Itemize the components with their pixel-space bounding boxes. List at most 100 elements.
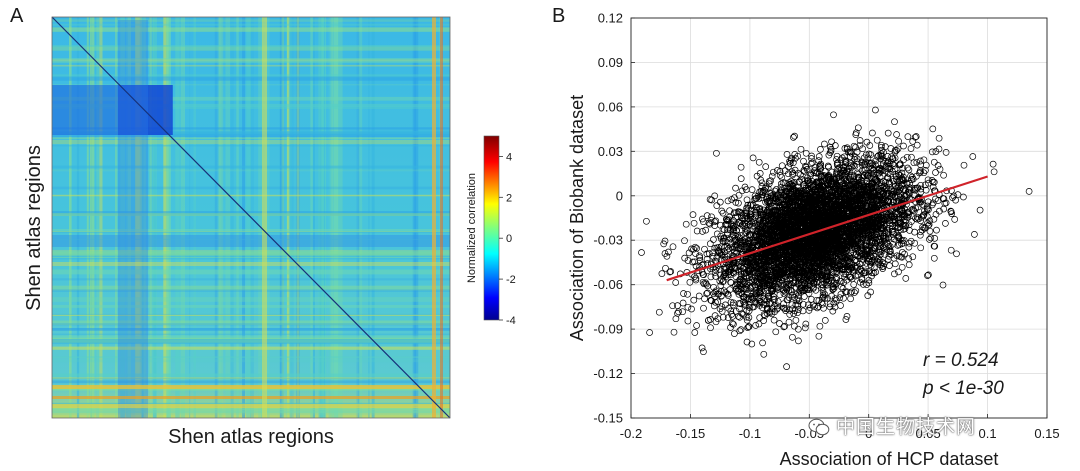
heatmap-row-band bbox=[52, 134, 450, 137]
scatter-points bbox=[638, 106, 1033, 370]
heatmap-row-band bbox=[52, 402, 450, 405]
heatmap-row-band bbox=[52, 139, 450, 145]
heatmap-column-band bbox=[432, 17, 436, 418]
heatmap-row-band bbox=[52, 74, 450, 78]
heatmap-column-band bbox=[287, 17, 290, 418]
heatmap-row-band bbox=[52, 404, 450, 408]
heatmap-row-band bbox=[52, 285, 450, 291]
colorbar: 4 2 0 -2 -4 Normalized correlation bbox=[466, 135, 516, 327]
heatmap-column-band bbox=[193, 17, 196, 418]
heatmap-row-band bbox=[52, 356, 450, 359]
heatmap-column-band bbox=[149, 17, 152, 418]
colorbar-tick-label: 2 bbox=[506, 192, 512, 204]
heatmap-column-band bbox=[214, 17, 218, 418]
heatmap-row-band bbox=[52, 373, 450, 377]
heatmap-row-band bbox=[52, 76, 450, 81]
colorbar-ticks: 4 2 0 -2 -4 bbox=[499, 151, 516, 327]
heatmap-column-band bbox=[141, 17, 144, 418]
heatmap-column-band bbox=[189, 17, 191, 418]
panel-a-label: A bbox=[10, 5, 24, 27]
heatmap-row-band bbox=[52, 278, 450, 281]
y-tick-label: -0.03 bbox=[593, 233, 623, 248]
heatmap-row-band bbox=[52, 195, 450, 197]
panel-b-label: B bbox=[552, 5, 565, 27]
heatmap-row-band bbox=[52, 96, 450, 101]
heatmap-row-band bbox=[52, 127, 450, 129]
heatmap-row-band bbox=[52, 64, 450, 67]
heatmap-row-band bbox=[52, 289, 450, 292]
heatmap-row-band bbox=[52, 313, 450, 316]
heatmap-row-band bbox=[52, 328, 450, 331]
heatmap-row-band bbox=[52, 396, 450, 399]
heatmap-column-band bbox=[296, 17, 300, 418]
x-tick-label: -0.2 bbox=[620, 426, 642, 441]
heatmap-row-band bbox=[52, 333, 450, 336]
heatmap-column-band bbox=[163, 17, 166, 418]
heatmap-row-band bbox=[52, 46, 450, 51]
heatmap-column-band bbox=[115, 17, 118, 418]
heatmap-column-band bbox=[287, 17, 292, 418]
heatmap-row-band bbox=[52, 323, 450, 326]
heatmap-column-band bbox=[358, 17, 360, 418]
heatmap-column-band bbox=[135, 17, 140, 418]
scatter-xlabel: Association of HCP dataset bbox=[780, 449, 999, 469]
colorbar-tick-label: -4 bbox=[506, 315, 516, 327]
heatmap-row-band bbox=[52, 262, 450, 266]
scatter-plot: -0.2 -0.15 -0.1 -0.05 0 0.05 0.1 0.150.120.090.… bbox=[593, 11, 1059, 442]
heatmap-row-band bbox=[52, 249, 450, 252]
y-tick-label: 0.12 bbox=[598, 11, 623, 26]
heatmap-row-band bbox=[52, 186, 450, 190]
heatmap-column-band bbox=[333, 17, 339, 418]
wechat-icon bbox=[808, 418, 830, 436]
y-tick-label: -0.12 bbox=[593, 366, 623, 381]
heatmap-row-band bbox=[52, 346, 450, 350]
heatmap-row-band bbox=[52, 59, 450, 62]
heatmap-column-band bbox=[281, 17, 284, 418]
heatmap-column-band bbox=[166, 17, 171, 418]
y-tick-label: 0.06 bbox=[598, 99, 623, 114]
heatmap-column-band bbox=[337, 17, 343, 418]
colorbar-gradient bbox=[483, 135, 500, 321]
heatmap-column-band bbox=[127, 17, 131, 418]
heatmap-row-band bbox=[52, 235, 450, 247]
watermark-text: 中国生物技术网 bbox=[836, 416, 977, 438]
heatmap-column-band bbox=[96, 17, 100, 418]
heatmap-row-band bbox=[52, 19, 450, 22]
heatmap-column-band bbox=[236, 17, 239, 418]
heatmap-column-band bbox=[99, 17, 103, 418]
heatmap-row-band bbox=[52, 229, 450, 232]
heatmap-column-band bbox=[139, 17, 142, 418]
annotation-r: r = 0.524 bbox=[923, 350, 999, 371]
heatmap-column-band bbox=[414, 17, 419, 418]
heatmap-column-band bbox=[120, 17, 125, 418]
heatmap-column-band bbox=[322, 17, 327, 418]
heatmap-row-band bbox=[52, 231, 450, 233]
heatmap-row-band bbox=[52, 238, 450, 240]
heatmap-column-band bbox=[218, 17, 222, 418]
heatmap-row-band bbox=[52, 411, 450, 415]
heatmap-row-band bbox=[52, 84, 450, 86]
heatmap-column-band bbox=[118, 20, 148, 418]
heatmap-row-band bbox=[52, 377, 450, 380]
heatmap-column-band bbox=[440, 17, 443, 418]
scatter-point-markers bbox=[638, 106, 1033, 370]
heatmap-column-band bbox=[246, 17, 251, 418]
heatmap-column-band bbox=[262, 17, 267, 418]
heatmap-row-band bbox=[52, 213, 450, 216]
heatmap-row-band bbox=[52, 165, 450, 169]
heatmap-column-band bbox=[279, 17, 284, 418]
heatmap-row-band bbox=[52, 231, 450, 233]
heatmap-row-band bbox=[52, 137, 450, 139]
heatmap-column-band bbox=[290, 17, 294, 418]
y-tick-label: 0 bbox=[616, 188, 623, 203]
heatmap-column-band bbox=[310, 17, 313, 418]
y-tick-label: -0.09 bbox=[593, 322, 623, 337]
heatmap-column-band bbox=[230, 17, 234, 418]
heatmap-column-band bbox=[312, 17, 315, 418]
scatter-axis-ticks: -0.2 -0.15 -0.1 -0.05 0 0.05 0.1 0.150.120.090.… bbox=[593, 11, 1059, 442]
heatmap-row-band bbox=[52, 211, 450, 216]
heatmap-column-band bbox=[250, 17, 254, 418]
heatmap-row-band bbox=[52, 106, 450, 109]
heatmap-row-band bbox=[52, 194, 450, 196]
